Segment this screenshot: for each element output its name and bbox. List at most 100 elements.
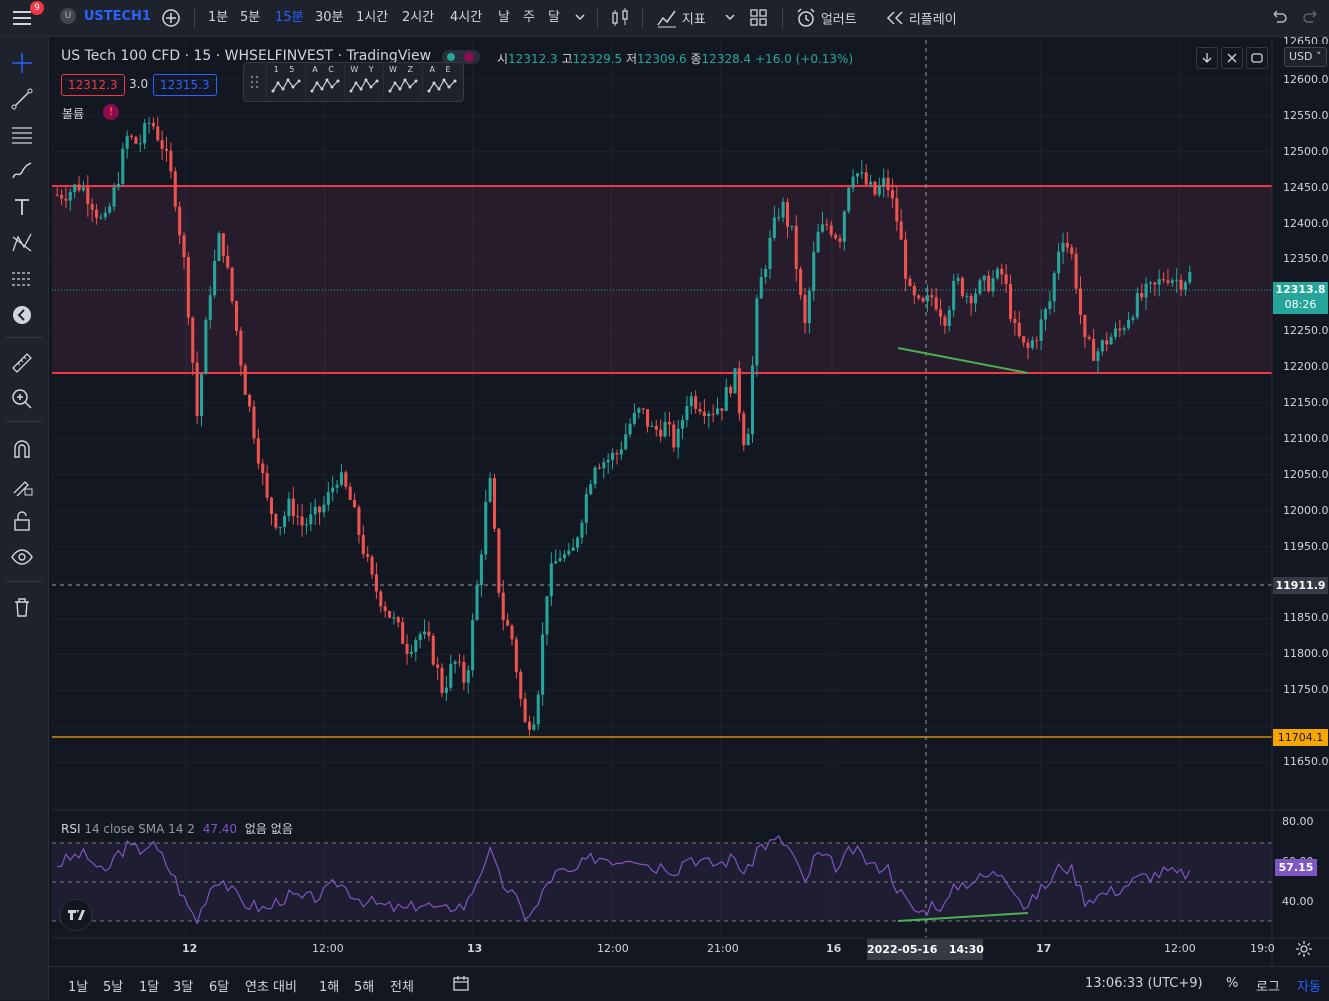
volume-warning-icon[interactable]: !: [103, 104, 119, 120]
interval-9[interactable]: 달: [548, 10, 560, 25]
toolbar-divider: [782, 8, 783, 28]
divergence-line-rsi: [897, 912, 1029, 922]
pattern-button-1[interactable]: A C: [305, 65, 344, 99]
interval-6[interactable]: 4시간: [450, 10, 483, 25]
indicators-button[interactable]: 지표: [656, 7, 706, 29]
range-button-2[interactable]: 1달: [139, 980, 160, 995]
candle-body: [414, 640, 418, 652]
crosshair-icon[interactable]: [8, 49, 36, 77]
candle-body: [799, 269, 803, 296]
candle-body: [514, 639, 518, 672]
pattern-widget[interactable]: 1 5 A C W Y W Z A E: [243, 62, 464, 102]
pattern-button-2[interactable]: W Y: [344, 65, 383, 99]
currency-selector[interactable]: USD ˅: [1284, 47, 1327, 67]
chart-settings-gear-icon[interactable]: [1295, 940, 1313, 961]
brush-icon[interactable]: [8, 157, 36, 185]
magnet-icon[interactable]: [8, 435, 36, 463]
indicators-dropdown-icon[interactable]: [724, 10, 736, 27]
replay-button[interactable]: 리플레이: [885, 7, 957, 29]
candle-body: [1118, 328, 1122, 331]
buy-price-button[interactable]: 12315.3: [153, 74, 217, 96]
chart-type-candles-icon[interactable]: [609, 7, 631, 32]
candle-body: [519, 671, 523, 699]
zoom-in-icon[interactable]: [8, 385, 36, 413]
pattern-tool-icon[interactable]: [8, 229, 36, 257]
price-axis-tick: 12350.0: [1283, 252, 1329, 266]
status-dots[interactable]: [442, 50, 480, 64]
interval-5[interactable]: 2시간: [402, 10, 435, 25]
candle-body: [191, 317, 195, 363]
clock-timezone[interactable]: 13:06:33 (UTC+9): [1085, 976, 1203, 991]
range-button-0[interactable]: 1날: [68, 980, 89, 995]
candle-body: [803, 295, 807, 324]
interval-7[interactable]: 날: [498, 10, 510, 25]
range-button-5[interactable]: 연초 대비: [245, 980, 297, 995]
candle-body: [702, 411, 706, 417]
pattern-button-3[interactable]: W Z: [383, 65, 422, 99]
chart-title[interactable]: US Tech 100 CFD · 15 · WHSELFINVEST · Tr…: [61, 48, 432, 64]
back-arrow-icon[interactable]: [8, 301, 36, 329]
range-button-8[interactable]: 전체: [390, 980, 414, 995]
date-range-icon[interactable]: [452, 975, 472, 996]
range-button-7[interactable]: 5해: [354, 980, 375, 995]
candle-body: [331, 487, 335, 493]
horizontal-lines-icon[interactable]: [8, 121, 36, 149]
interval-2[interactable]: 15분: [275, 10, 304, 25]
range-button-6[interactable]: 1해: [319, 980, 340, 995]
price-chart[interactable]: [0, 0, 1329, 966]
rsi-axis-tick: 80.00: [1282, 815, 1314, 828]
eye-icon[interactable]: [8, 543, 36, 571]
pattern-button-0[interactable]: 1 5: [266, 65, 305, 99]
menu-icon[interactable]: [12, 9, 32, 27]
interval-0[interactable]: 1분: [208, 10, 229, 25]
text-tool-icon[interactable]: [8, 193, 36, 221]
forecast-tool-icon[interactable]: [8, 265, 36, 293]
undo-icon[interactable]: [1268, 8, 1288, 31]
candle-body: [597, 467, 601, 469]
tradingview-logo[interactable]: [60, 899, 92, 931]
maximize-pane-icon[interactable]: [1246, 47, 1268, 69]
trend-line-icon[interactable]: [8, 85, 36, 113]
range-button-3[interactable]: 3달: [173, 980, 194, 995]
symbol-search-button[interactable]: U USTECH1: [60, 8, 151, 28]
collapse-icon[interactable]: [1221, 47, 1243, 69]
candle-body: [991, 278, 995, 292]
interval-1[interactable]: 5분: [240, 10, 261, 25]
lock-drawings-icon[interactable]: [8, 471, 36, 499]
compare-add-icon[interactable]: [160, 7, 182, 29]
candle-body: [641, 408, 645, 410]
log-scale-toggle[interactable]: 로그: [1256, 980, 1280, 995]
candle-body: [781, 202, 785, 218]
interval-dropdown-icon[interactable]: [574, 10, 586, 27]
alert-button[interactable]: 얼러트: [795, 7, 857, 29]
interval-3[interactable]: 30분: [315, 10, 344, 25]
volume-label[interactable]: 볼륨: [62, 107, 85, 121]
candle-body: [147, 122, 151, 124]
trash-icon[interactable]: [8, 593, 36, 621]
candle-body: [768, 237, 772, 270]
candle-body: [1065, 242, 1069, 248]
range-button-1[interactable]: 5날: [103, 980, 124, 995]
scroll-down-icon[interactable]: [1196, 47, 1218, 69]
sell-price-button[interactable]: 12312.3: [61, 74, 125, 96]
candle-body: [1175, 279, 1179, 281]
candle-body: [925, 295, 929, 302]
candle-body: [108, 206, 112, 213]
percent-scale-toggle[interactable]: %: [1226, 976, 1239, 991]
pattern-button-4[interactable]: A E: [422, 65, 461, 99]
layout-grid-icon[interactable]: [749, 8, 769, 31]
redo-icon[interactable]: [1302, 8, 1322, 31]
time-axis-tick: 17: [1036, 942, 1052, 955]
candle-body: [593, 467, 597, 485]
auto-scale-toggle[interactable]: 자동: [1297, 980, 1321, 995]
ruler-icon[interactable]: [8, 349, 36, 377]
candle-body: [125, 135, 129, 149]
candle-body: [864, 172, 868, 185]
interval-8[interactable]: 주: [523, 10, 535, 25]
interval-4[interactable]: 1시간: [356, 10, 389, 25]
unlock-icon[interactable]: [8, 507, 36, 535]
range-button-4[interactable]: 6달: [209, 980, 230, 995]
drag-handle-icon[interactable]: [250, 75, 260, 92]
rsi-legend[interactable]: RSI 14 close SMA 14 2 47.40 없음 없음: [61, 820, 293, 837]
candle-body: [64, 198, 68, 201]
